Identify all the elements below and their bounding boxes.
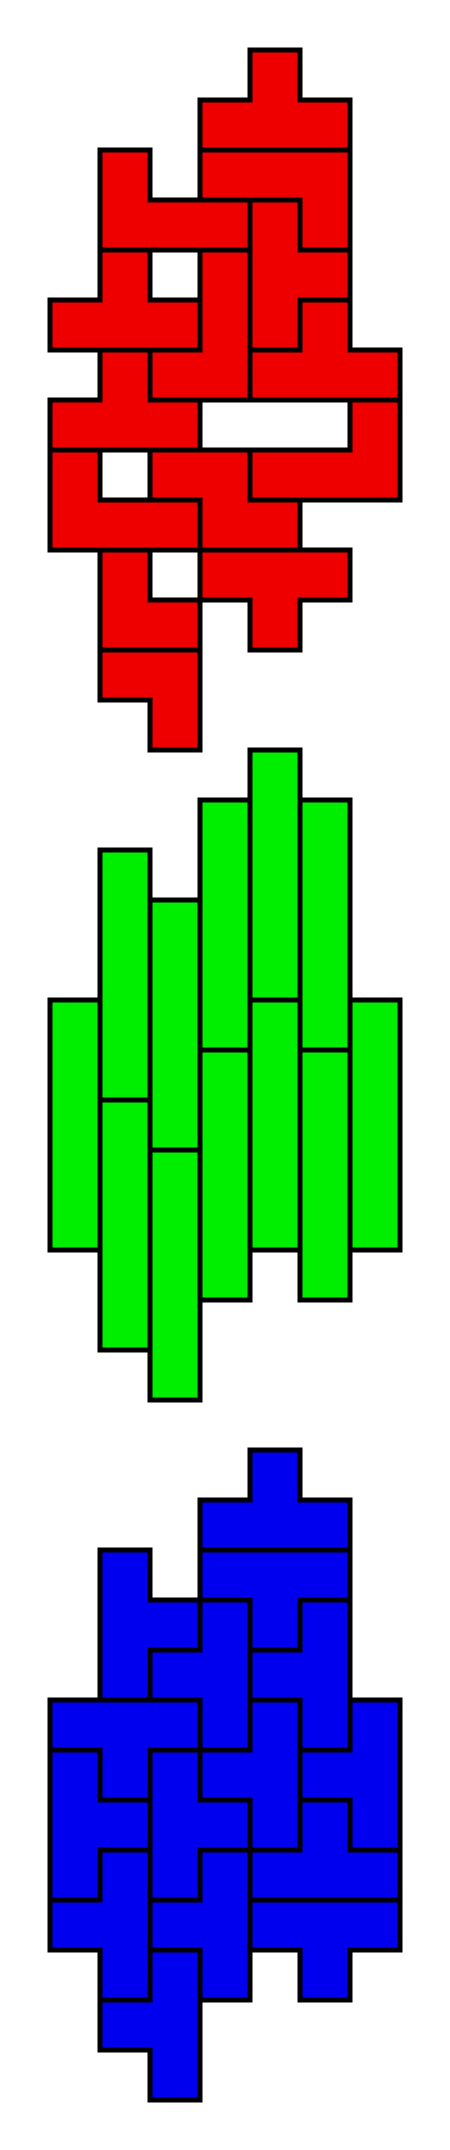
red-tiling-piece (197, 47, 353, 153)
green-tiling-piece (347, 997, 403, 1253)
red-tiling-piece (97, 647, 203, 753)
blue-tiling-piece (197, 1697, 303, 1853)
red-tiling-piece (197, 547, 353, 653)
blue-tiling (47, 1447, 403, 2103)
red-tiling-piece (47, 247, 203, 353)
blue-tiling-piece (47, 1847, 153, 2003)
red-tiling-piece (97, 147, 253, 253)
green-tiling-piece (197, 797, 253, 1053)
green-tiling-piece (47, 997, 103, 1253)
green-tiling-piece (297, 797, 353, 1053)
red-tiling-piece (47, 447, 203, 553)
green-tiling-piece (147, 1147, 203, 1403)
green-tiling-piece (97, 847, 153, 1103)
green-tiling-piece (97, 1097, 153, 1353)
red-tiling-piece (47, 347, 203, 453)
green-tiling-piece (247, 997, 303, 1253)
blue-tiling-piece (247, 1897, 403, 2003)
green-tiling-piece (297, 1047, 353, 1303)
blue-tiling-piece (47, 1697, 203, 1803)
red-tiling-piece (247, 397, 403, 503)
red-tiling-piece (247, 297, 403, 403)
blue-tiling-piece (147, 1847, 253, 2003)
green-tiling-piece (147, 897, 203, 1153)
blue-tiling-piece (47, 1747, 153, 1903)
red-tiling-piece (147, 247, 253, 403)
green-tiling (47, 747, 403, 1403)
blue-tiling-piece (97, 1547, 203, 1703)
blue-tiling-piece (147, 1597, 253, 1753)
green-tiling-piece (197, 1047, 253, 1303)
blue-tiling-piece (97, 1947, 203, 2103)
red-tiling (47, 47, 403, 753)
green-tiling-piece (247, 747, 303, 1003)
